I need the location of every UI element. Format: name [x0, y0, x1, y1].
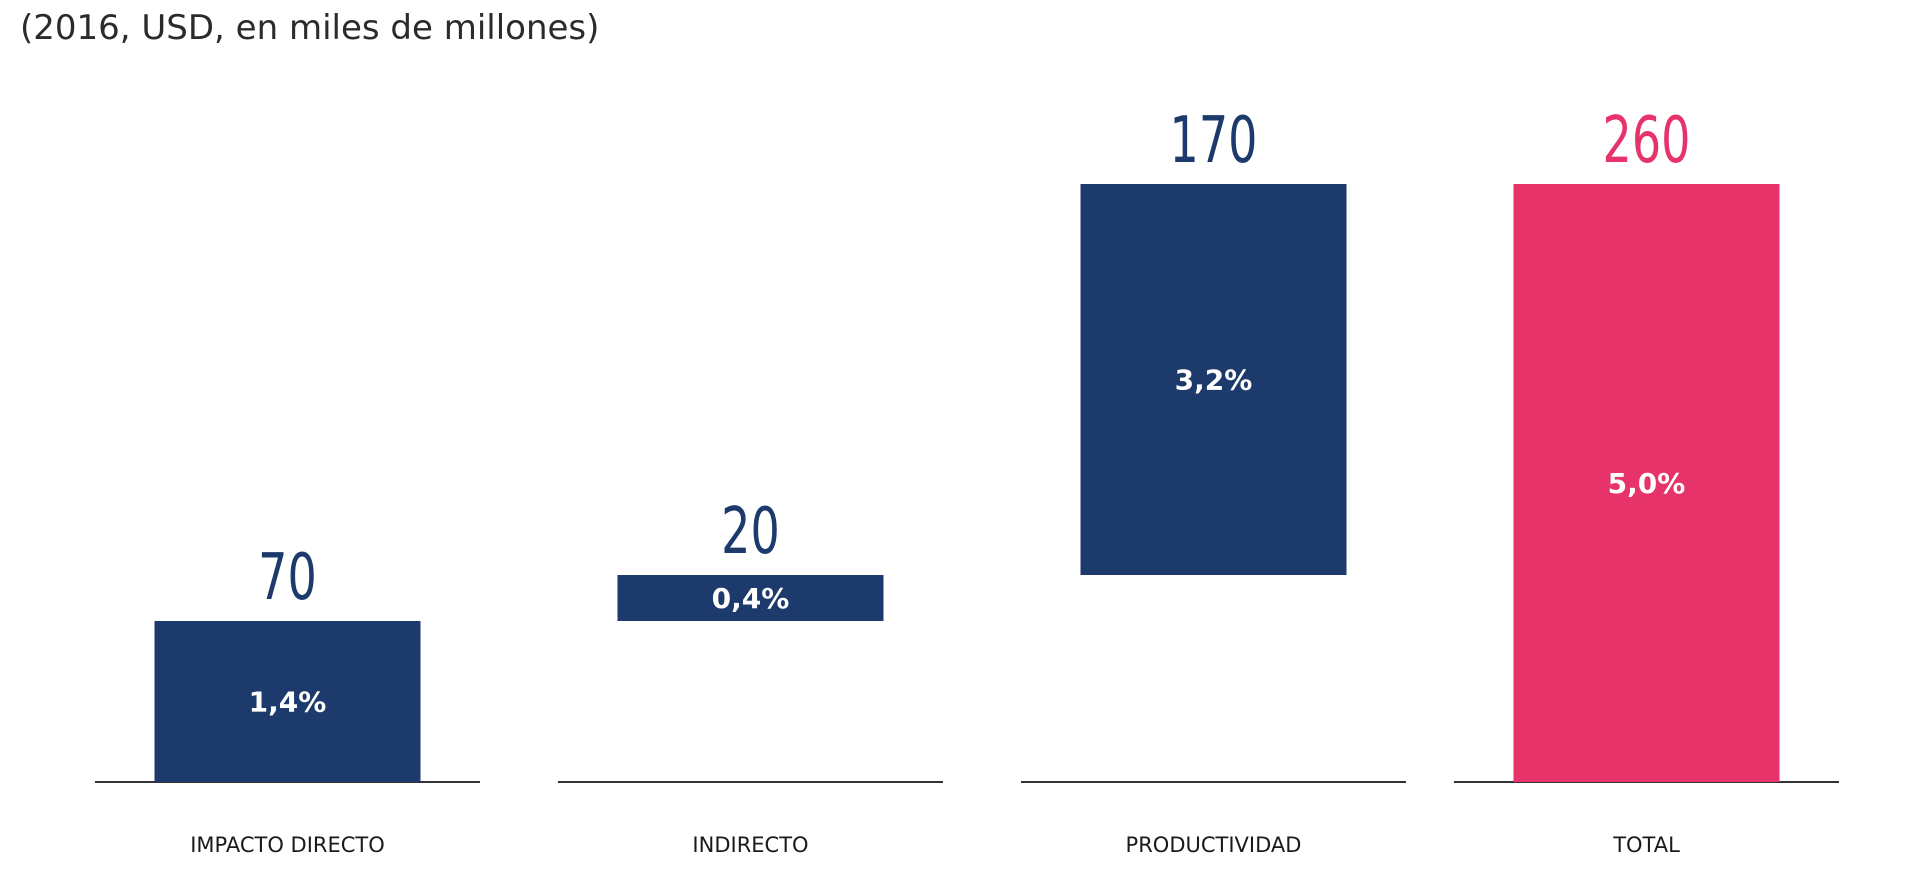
category-label: PRODUCTIVIDAD	[1126, 833, 1302, 857]
value-label: 20	[721, 494, 780, 569]
category-label: INDIRECTO	[692, 833, 808, 857]
chart-subtitle: (2016, USD, en miles de millones)	[20, 8, 600, 48]
bar	[1080, 184, 1347, 575]
total-bar	[1513, 184, 1780, 782]
value-label: 70	[258, 540, 317, 615]
percent-label: 5,0%	[1608, 467, 1686, 500]
value-label: 170	[1170, 103, 1258, 178]
percent-label: 1,4%	[249, 686, 327, 719]
percent-label: 0,4%	[712, 582, 790, 615]
bar	[154, 621, 421, 782]
category-label: TOTAL	[1612, 833, 1680, 857]
value-label: 260	[1603, 103, 1691, 178]
percent-label: 3,2%	[1175, 364, 1253, 397]
bar	[617, 575, 884, 621]
category-label: IMPACTO DIRECTO	[190, 833, 385, 857]
